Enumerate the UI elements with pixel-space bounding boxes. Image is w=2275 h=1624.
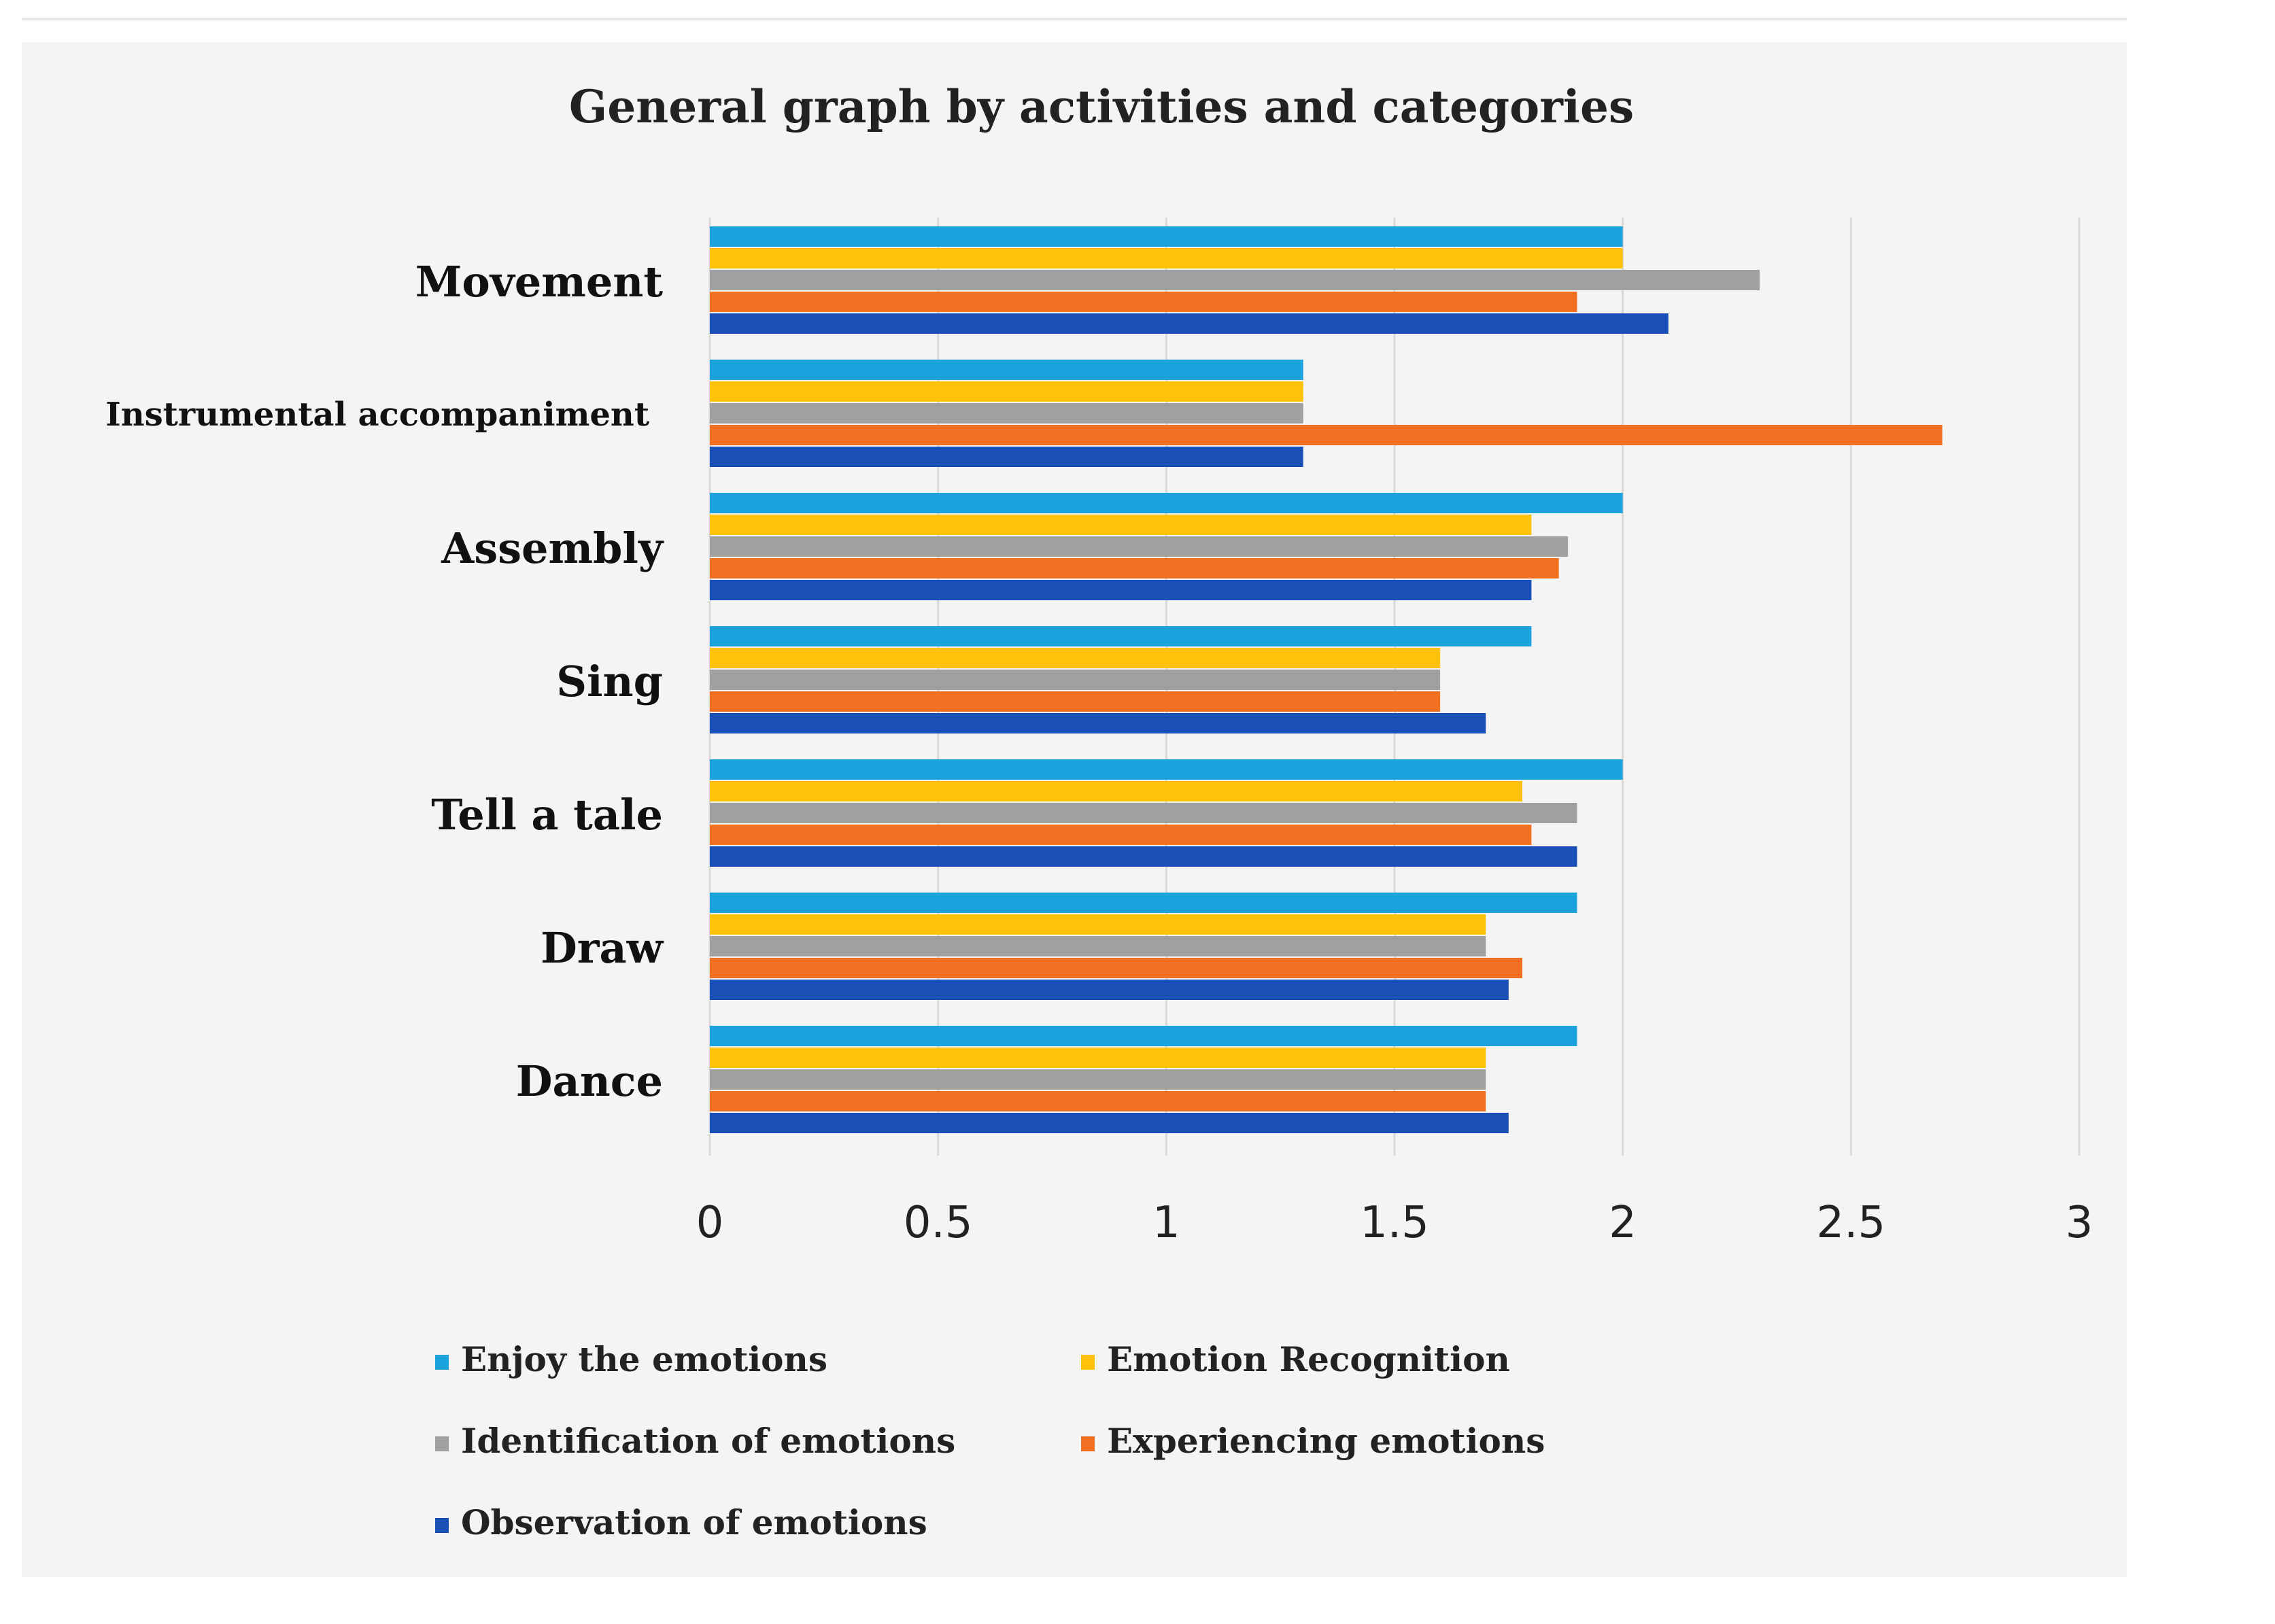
bar [710, 447, 1303, 467]
bar [710, 781, 1522, 801]
bar [710, 292, 1577, 312]
bar [710, 403, 1303, 424]
bar [710, 1113, 1509, 1133]
bar [710, 270, 1760, 290]
legend-swatch [1081, 1355, 1095, 1370]
bar [710, 226, 1623, 247]
x-tick-label: 3 [2066, 1198, 2093, 1248]
category-labels: Movement Instrumental accompaniment Assemb… [105, 257, 664, 1106]
legend-label: Experiencing emotions [1107, 1421, 1545, 1461]
bar [710, 958, 1522, 978]
x-tick-label: 1 [1152, 1198, 1180, 1248]
bar [710, 936, 1486, 956]
bar [710, 313, 1669, 334]
bar [710, 914, 1486, 935]
bar [710, 493, 1623, 513]
legend-label: Enjoy the emotions [461, 1339, 827, 1379]
bars [710, 226, 1943, 1133]
bar [710, 759, 1623, 780]
bar [710, 670, 1441, 690]
bar [710, 360, 1303, 380]
bar [710, 536, 1569, 557]
bar [710, 381, 1303, 402]
bar [710, 691, 1441, 712]
bar [710, 425, 1943, 445]
bar [710, 1069, 1486, 1090]
top-divider [22, 18, 2127, 20]
category-label: Tell a tale [431, 790, 663, 840]
legend-swatch [435, 1436, 449, 1451]
category-label: Assembly [441, 523, 664, 573]
legend-swatch [435, 1355, 449, 1370]
legend-swatch [435, 1518, 449, 1533]
chart-title: General graph by activities and categori… [569, 80, 1634, 133]
legend: Enjoy the emotions Emotion Recognition Ide… [435, 1339, 1545, 1542]
bar [710, 846, 1577, 867]
bar [710, 248, 1623, 269]
bar [710, 1048, 1486, 1068]
bar [710, 1091, 1486, 1111]
bar [710, 825, 1532, 845]
legend-label: Identification of emotions [461, 1421, 955, 1461]
category-label: Movement [415, 257, 664, 307]
x-tick-label: 0 [696, 1198, 724, 1248]
bar [710, 626, 1532, 646]
category-label: Sing [556, 657, 663, 706]
bar [710, 980, 1509, 1000]
legend-label: Emotion Recognition [1107, 1339, 1510, 1379]
bar [710, 580, 1532, 600]
bar [710, 1026, 1577, 1046]
x-tick-label: 1.5 [1360, 1198, 1429, 1248]
x-tick-label: 2.5 [1816, 1198, 1885, 1248]
bar [710, 648, 1441, 668]
x-tick-label: 2 [1609, 1198, 1637, 1248]
bar [710, 893, 1577, 913]
category-label: Dance [516, 1056, 663, 1106]
bar [710, 713, 1486, 733]
legend-swatch [1081, 1436, 1095, 1451]
bar [710, 558, 1559, 578]
category-label: Instrumental accompaniment [105, 396, 649, 434]
x-axis-ticks: 0 0.5 1 1.5 2 2.5 3 [696, 1198, 2093, 1248]
x-tick-label: 0.5 [904, 1198, 973, 1248]
category-label: Draw [541, 923, 664, 973]
bar [710, 515, 1532, 535]
bar [710, 803, 1577, 823]
legend-label: Observation of emotions [461, 1502, 927, 1542]
